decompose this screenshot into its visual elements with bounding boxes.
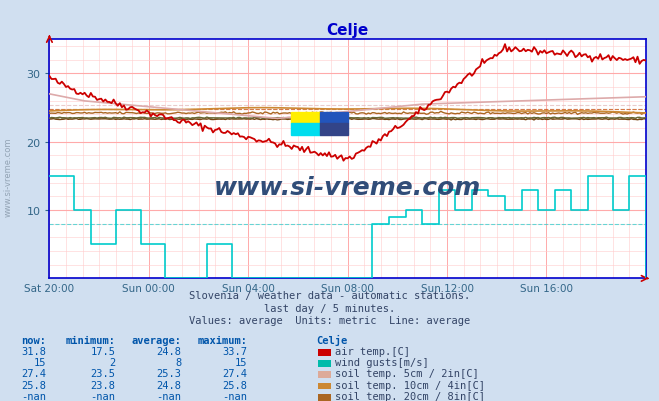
Bar <box>320 113 348 124</box>
Text: 23.5: 23.5 <box>90 369 115 379</box>
Text: -nan: -nan <box>156 391 181 401</box>
Text: 8: 8 <box>175 357 181 367</box>
Text: 31.8: 31.8 <box>21 346 46 356</box>
Text: soil temp. 10cm / 4in[C]: soil temp. 10cm / 4in[C] <box>335 380 485 390</box>
Text: www.si-vreme.com: www.si-vreme.com <box>3 137 13 216</box>
Text: 25.8: 25.8 <box>222 380 247 390</box>
Text: Values: average  Units: metric  Line: average: Values: average Units: metric Line: aver… <box>189 315 470 325</box>
Text: 15: 15 <box>235 357 247 367</box>
Text: Slovenia / weather data - automatic stations.: Slovenia / weather data - automatic stat… <box>189 291 470 301</box>
Text: 23.8: 23.8 <box>90 380 115 390</box>
Text: 24.8: 24.8 <box>156 346 181 356</box>
Text: minimum:: minimum: <box>65 335 115 345</box>
Text: 25.3: 25.3 <box>156 369 181 379</box>
Text: -nan: -nan <box>21 391 46 401</box>
Text: last day / 5 minutes.: last day / 5 minutes. <box>264 303 395 313</box>
Bar <box>291 113 320 124</box>
Text: -nan: -nan <box>222 391 247 401</box>
Text: soil temp. 5cm / 2in[C]: soil temp. 5cm / 2in[C] <box>335 369 478 379</box>
Text: 25.8: 25.8 <box>21 380 46 390</box>
Text: average:: average: <box>131 335 181 345</box>
Text: -nan: -nan <box>90 391 115 401</box>
Bar <box>291 124 320 136</box>
Text: 2: 2 <box>109 357 115 367</box>
Text: now:: now: <box>21 335 46 345</box>
Text: www.si-vreme.com: www.si-vreme.com <box>214 176 481 200</box>
Text: 27.4: 27.4 <box>222 369 247 379</box>
Title: Celje: Celje <box>326 22 369 38</box>
Text: 27.4: 27.4 <box>21 369 46 379</box>
Text: 33.7: 33.7 <box>222 346 247 356</box>
Text: Celje: Celje <box>316 334 347 345</box>
Bar <box>320 124 348 136</box>
Text: air temp.[C]: air temp.[C] <box>335 346 410 356</box>
Text: soil temp. 20cm / 8in[C]: soil temp. 20cm / 8in[C] <box>335 391 485 401</box>
Text: 24.8: 24.8 <box>156 380 181 390</box>
Text: 15: 15 <box>34 357 46 367</box>
Text: 17.5: 17.5 <box>90 346 115 356</box>
Text: maximum:: maximum: <box>197 335 247 345</box>
Text: wind gusts[m/s]: wind gusts[m/s] <box>335 357 428 367</box>
